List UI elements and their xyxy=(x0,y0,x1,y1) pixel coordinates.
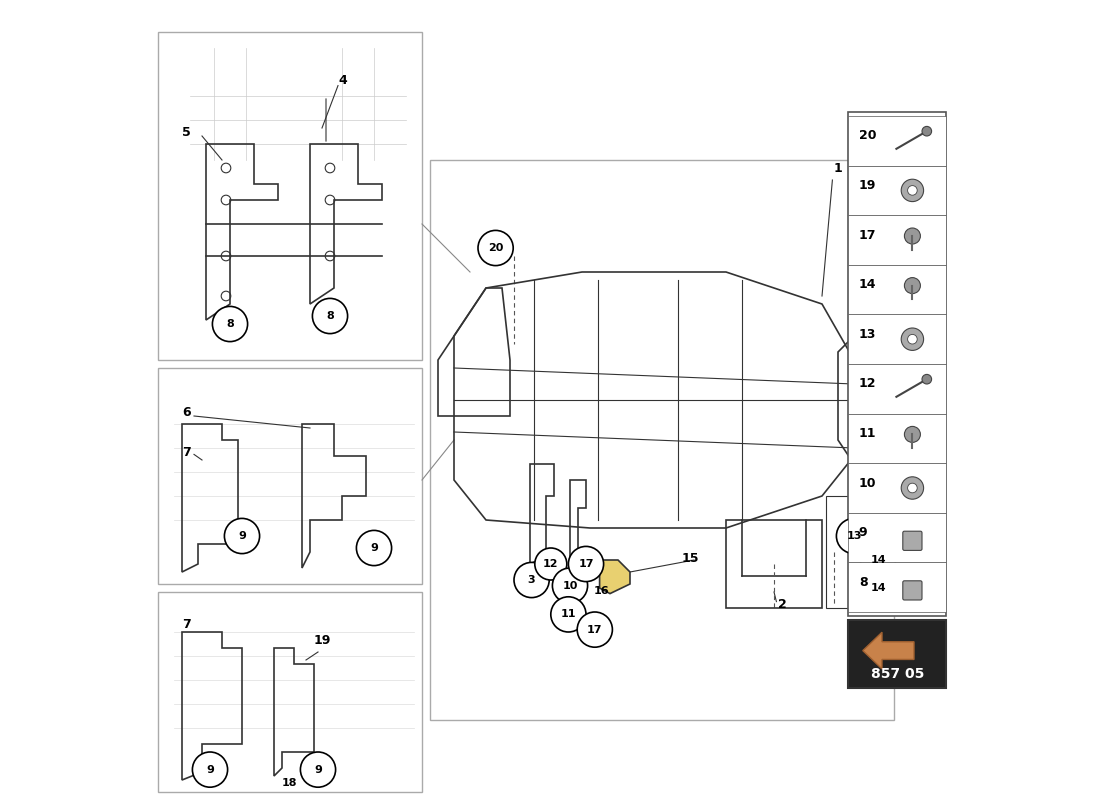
Circle shape xyxy=(836,518,871,554)
Text: 2: 2 xyxy=(778,598,786,611)
Text: 10: 10 xyxy=(562,581,578,590)
FancyBboxPatch shape xyxy=(903,581,922,600)
Text: 13: 13 xyxy=(859,328,877,341)
Text: 14: 14 xyxy=(859,278,877,291)
Text: 9: 9 xyxy=(370,543,378,553)
Text: 8: 8 xyxy=(227,319,234,329)
Text: 7: 7 xyxy=(182,618,190,631)
FancyBboxPatch shape xyxy=(848,112,946,616)
Text: 9: 9 xyxy=(206,765,213,774)
FancyBboxPatch shape xyxy=(158,368,422,584)
Text: 10: 10 xyxy=(859,477,877,490)
FancyBboxPatch shape xyxy=(158,592,422,792)
Text: 9: 9 xyxy=(859,526,868,539)
Circle shape xyxy=(908,186,917,195)
Text: 14: 14 xyxy=(870,583,886,593)
Circle shape xyxy=(192,752,228,787)
Text: 9: 9 xyxy=(238,531,246,541)
Text: 19: 19 xyxy=(859,179,877,192)
FancyBboxPatch shape xyxy=(848,116,946,166)
Text: 20: 20 xyxy=(859,130,877,142)
Circle shape xyxy=(569,546,604,582)
Circle shape xyxy=(578,612,613,647)
Circle shape xyxy=(860,542,895,578)
Text: 8: 8 xyxy=(326,311,334,321)
Circle shape xyxy=(300,752,336,787)
Text: 17: 17 xyxy=(579,559,594,569)
FancyBboxPatch shape xyxy=(848,215,946,265)
Polygon shape xyxy=(862,632,914,669)
Text: 5: 5 xyxy=(182,126,190,139)
Text: 14: 14 xyxy=(870,555,886,565)
Text: 6: 6 xyxy=(182,406,190,419)
Circle shape xyxy=(535,548,566,580)
FancyBboxPatch shape xyxy=(848,265,946,314)
Text: a passion for parts since 1985: a passion for parts since 1985 xyxy=(463,430,717,562)
FancyBboxPatch shape xyxy=(903,531,922,550)
Text: 20: 20 xyxy=(488,243,504,253)
Circle shape xyxy=(904,426,921,442)
FancyBboxPatch shape xyxy=(848,414,946,463)
Circle shape xyxy=(904,228,921,244)
FancyBboxPatch shape xyxy=(848,463,946,513)
Text: 17: 17 xyxy=(587,625,603,634)
FancyBboxPatch shape xyxy=(848,314,946,364)
Text: 11: 11 xyxy=(859,427,877,440)
FancyBboxPatch shape xyxy=(158,32,422,360)
Circle shape xyxy=(514,562,549,598)
Circle shape xyxy=(908,483,917,493)
Text: 3: 3 xyxy=(528,575,536,585)
Text: 1: 1 xyxy=(834,162,843,175)
Text: 8: 8 xyxy=(859,576,868,589)
Text: 9: 9 xyxy=(315,765,322,774)
Circle shape xyxy=(551,597,586,632)
Text: 857 05: 857 05 xyxy=(870,667,924,682)
Circle shape xyxy=(908,334,917,344)
Text: 12: 12 xyxy=(859,378,877,390)
FancyBboxPatch shape xyxy=(848,620,946,688)
Circle shape xyxy=(901,477,924,499)
Text: 17: 17 xyxy=(859,229,877,242)
Text: 18: 18 xyxy=(282,778,297,787)
Circle shape xyxy=(212,306,248,342)
Text: euro
car
parts: euro car parts xyxy=(498,223,794,545)
Circle shape xyxy=(356,530,392,566)
FancyBboxPatch shape xyxy=(430,160,894,720)
Circle shape xyxy=(552,568,587,603)
Circle shape xyxy=(922,126,932,136)
Text: 7: 7 xyxy=(182,446,190,459)
Circle shape xyxy=(901,179,924,202)
Circle shape xyxy=(224,518,260,554)
Polygon shape xyxy=(600,560,630,594)
Text: 19: 19 xyxy=(314,634,331,647)
FancyBboxPatch shape xyxy=(848,166,946,215)
FancyBboxPatch shape xyxy=(848,513,946,562)
Text: 16: 16 xyxy=(593,586,608,595)
FancyBboxPatch shape xyxy=(848,562,946,612)
Circle shape xyxy=(901,328,924,350)
Text: 15: 15 xyxy=(682,552,700,565)
Text: 13: 13 xyxy=(846,531,861,541)
Circle shape xyxy=(860,570,895,606)
Circle shape xyxy=(904,278,921,294)
FancyBboxPatch shape xyxy=(848,364,946,414)
Circle shape xyxy=(312,298,348,334)
Text: 12: 12 xyxy=(543,559,559,569)
Text: 11: 11 xyxy=(561,610,576,619)
Circle shape xyxy=(922,374,932,384)
Circle shape xyxy=(478,230,514,266)
Text: 4: 4 xyxy=(338,74,346,87)
